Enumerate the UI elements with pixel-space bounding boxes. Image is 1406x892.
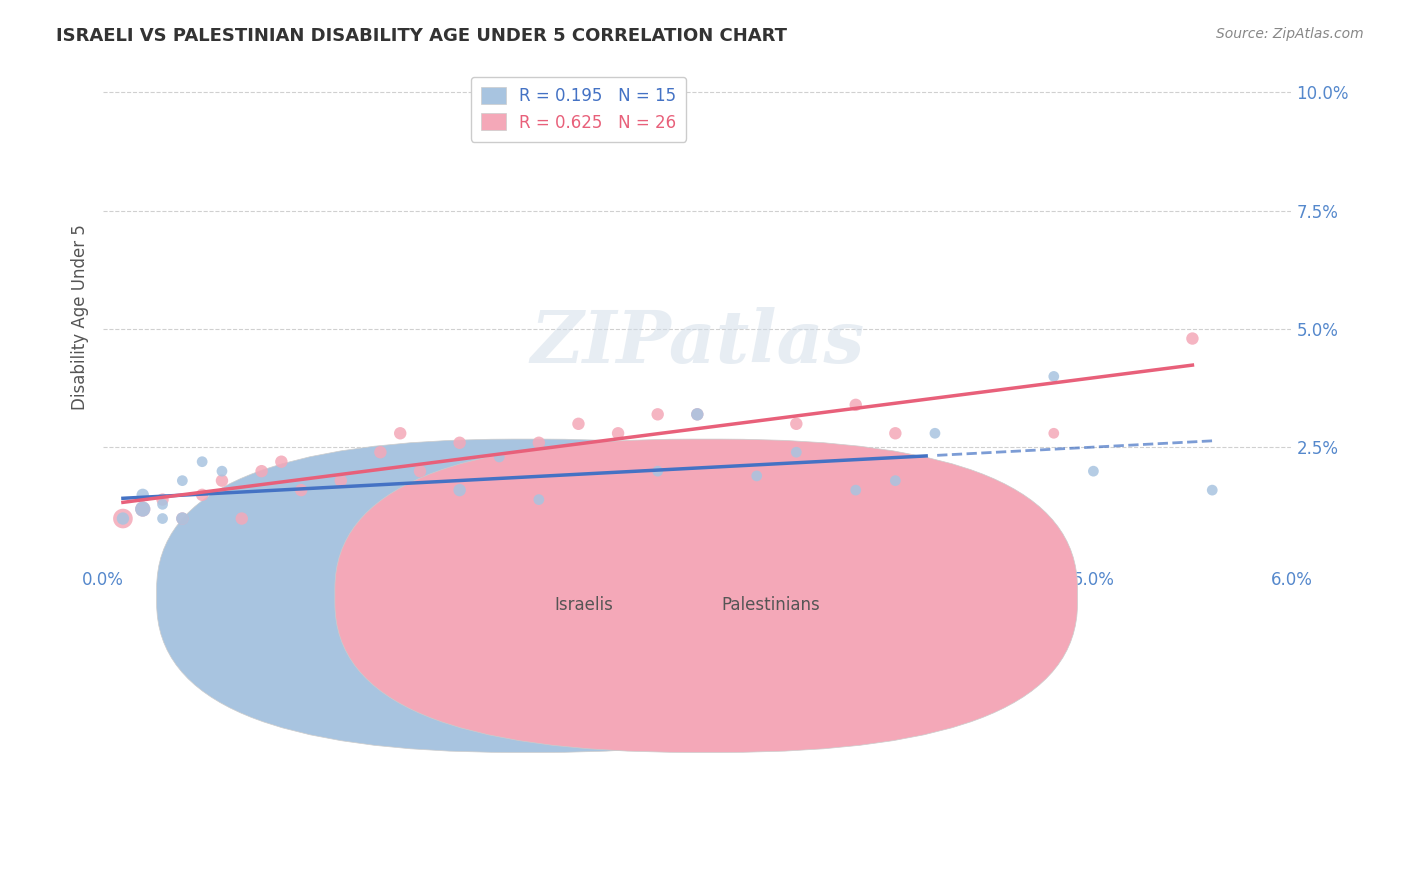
Point [191,455,214,469]
Point [449,435,471,450]
Point [1042,369,1064,384]
Point [211,464,233,478]
Point [647,464,669,478]
Legend: R = 0.195   N = 15, R = 0.625   N = 26: R = 0.195 N = 15, R = 0.625 N = 26 [471,77,686,142]
Point [527,492,550,507]
Text: ZIPatlas: ZIPatlas [530,307,865,377]
FancyBboxPatch shape [335,439,1077,753]
Point [884,474,907,488]
Point [290,483,312,497]
Y-axis label: Disability Age Under 5: Disability Age Under 5 [72,224,89,410]
Point [785,417,807,431]
Text: ISRAELI VS PALESTINIAN DISABILITY AGE UNDER 5 CORRELATION CHART: ISRAELI VS PALESTINIAN DISABILITY AGE UN… [56,27,787,45]
Point [686,407,709,421]
Point [132,488,155,502]
Point [1083,464,1105,478]
Point [647,407,669,421]
Point [172,474,194,488]
Point [924,426,946,441]
Point [686,407,709,421]
Point [191,488,214,502]
Text: Israelis: Israelis [555,596,613,614]
Point [1042,426,1064,441]
Point [884,426,907,441]
Point [607,426,630,441]
FancyBboxPatch shape [156,439,900,753]
Point [845,483,868,497]
Point [172,511,194,525]
Point [370,445,392,459]
Text: Palestinians: Palestinians [721,596,820,614]
Point [270,455,292,469]
Point [488,455,510,469]
Point [1181,332,1204,346]
Point [785,445,807,459]
Point [567,417,589,431]
Point [231,511,253,525]
Point [250,464,273,478]
Point [250,488,273,502]
Point [1201,483,1223,497]
Point [270,474,292,488]
Point [152,497,174,511]
Point [132,502,155,516]
Point [172,511,194,525]
Point [845,398,868,412]
Text: Source: ZipAtlas.com: Source: ZipAtlas.com [1216,27,1364,41]
Point [449,483,471,497]
Point [329,464,352,478]
Point [488,450,510,464]
Point [527,435,550,450]
Point [389,426,412,441]
Point [111,511,134,525]
Point [152,492,174,507]
Point [191,502,214,516]
Point [132,502,155,516]
Point [329,474,352,488]
Point [211,474,233,488]
Point [111,511,134,525]
Point [409,464,432,478]
Point [745,469,768,483]
Point [152,511,174,525]
